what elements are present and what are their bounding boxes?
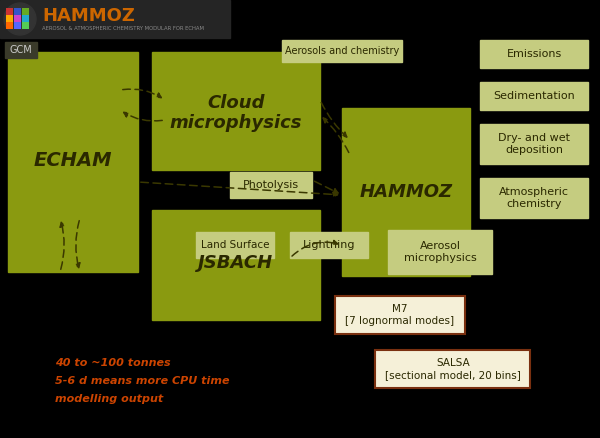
Bar (22, 15, 29, 22)
Bar (375, 350, 530, 388)
Text: HAMMOZ: HAMMOZ (359, 183, 452, 201)
Bar (290, 232, 368, 258)
Text: Aerosols and chemistry: Aerosols and chemistry (285, 46, 399, 56)
Bar (14, 22, 21, 29)
Bar (152, 210, 320, 320)
Text: Lightning: Lightning (303, 240, 355, 250)
Text: HAMMOZ: HAMMOZ (42, 7, 135, 25)
Text: modelling output: modelling output (55, 394, 163, 404)
Bar (480, 124, 588, 164)
Bar (6, 8, 13, 15)
Text: ECHAM: ECHAM (34, 151, 112, 170)
Text: Photolysis: Photolysis (243, 180, 299, 190)
Bar (230, 172, 312, 198)
Text: Atmospheric
chemistry: Atmospheric chemistry (499, 187, 569, 209)
Bar (152, 52, 320, 170)
Bar (5, 42, 37, 58)
Text: SALSA
[sectional model, 20 bins]: SALSA [sectional model, 20 bins] (385, 358, 521, 380)
Bar (388, 230, 492, 274)
Bar (6, 22, 13, 29)
Bar (480, 40, 588, 68)
Bar (6, 15, 13, 22)
Bar (14, 15, 21, 22)
Text: JSBACH: JSBACH (199, 254, 274, 272)
Text: AEROSOL & ATMOSPHERIC CHEMISTRY MODULAR FOR ECHAM: AEROSOL & ATMOSPHERIC CHEMISTRY MODULAR … (42, 25, 204, 31)
Bar (196, 232, 274, 258)
Bar (22, 8, 29, 15)
Text: Aerosol
microphysics: Aerosol microphysics (404, 241, 476, 263)
Bar (0, 0, 230, 38)
Bar (8, 52, 138, 272)
Bar (282, 40, 402, 62)
Text: Cloud
microphysics: Cloud microphysics (170, 94, 302, 132)
Bar (22, 22, 29, 29)
Text: Emissions: Emissions (506, 49, 562, 59)
Bar (480, 178, 588, 218)
Bar (480, 82, 588, 110)
Bar (342, 108, 470, 276)
Text: Dry- and wet
deposition: Dry- and wet deposition (498, 133, 570, 155)
Text: Land Surface: Land Surface (201, 240, 269, 250)
Bar (335, 296, 465, 334)
Text: 40 to ~100 tonnes: 40 to ~100 tonnes (55, 358, 170, 368)
Text: M7
[7 lognormal modes]: M7 [7 lognormal modes] (346, 304, 455, 326)
Text: 5-6 d means more CPU time: 5-6 d means more CPU time (55, 376, 229, 386)
Bar (14, 8, 21, 15)
Text: Sedimentation: Sedimentation (493, 91, 575, 101)
Circle shape (4, 3, 36, 35)
Text: GCM: GCM (10, 45, 33, 55)
